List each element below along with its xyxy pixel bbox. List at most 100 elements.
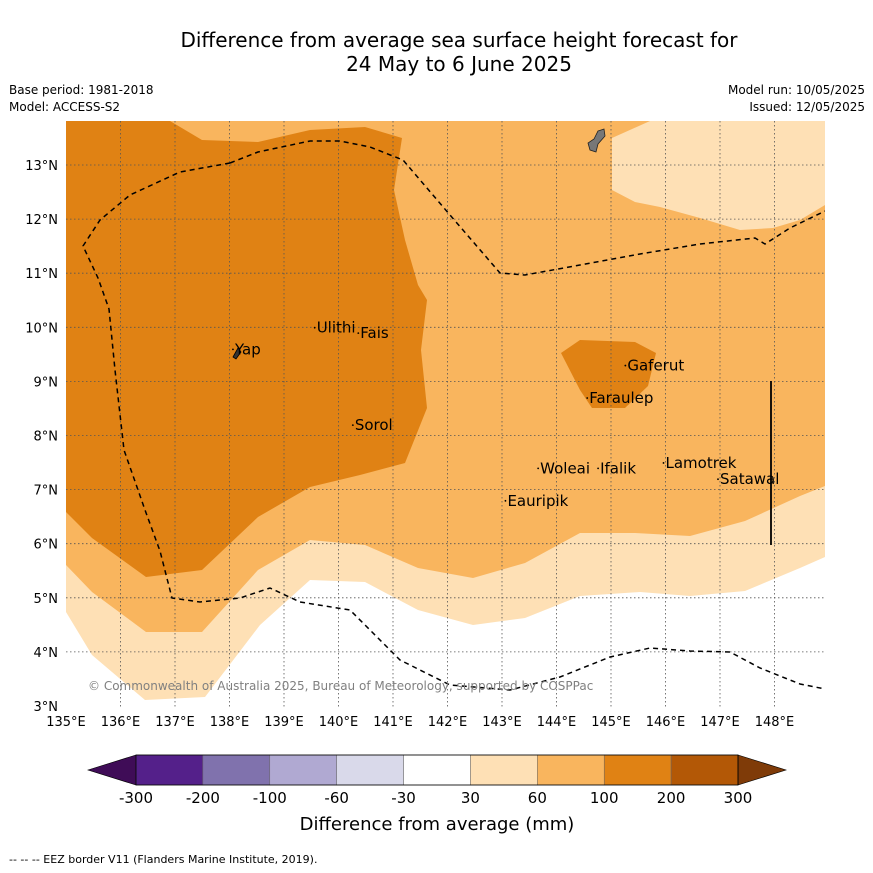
lat-tick-label: 6°N bbox=[34, 538, 59, 553]
colorbar-bin bbox=[670, 754, 739, 786]
place-gaferut: Gaferut bbox=[624, 357, 684, 375]
place-label: Faraulep bbox=[589, 389, 653, 407]
lat-tick-label: 11°N bbox=[25, 267, 58, 282]
atoll-marker bbox=[232, 348, 234, 351]
lon-tick-label: 145°E bbox=[591, 715, 631, 730]
lon-tick-label: 137°E bbox=[155, 715, 195, 730]
atoll-marker bbox=[586, 397, 589, 399]
place-eauripik: Eauripik bbox=[504, 492, 569, 510]
place-label: Fais bbox=[360, 324, 389, 342]
lon-tick-label: 142°E bbox=[428, 715, 468, 730]
atoll-marker bbox=[351, 424, 354, 426]
contour-band-30-60-northeast bbox=[612, 121, 825, 230]
colorbar-under-arrow bbox=[86, 754, 137, 786]
colorbar-tick-label: -30 bbox=[391, 789, 416, 807]
issued-text: Issued: 12/05/2025 bbox=[749, 100, 865, 114]
meta-left: Base period: 1981-2018 Model: ACCESS-S2 bbox=[9, 82, 154, 116]
lon-tick-label: 140°E bbox=[319, 715, 359, 730]
eez-footnote: -- -- -- EEZ border V11 (Flanders Marine… bbox=[9, 853, 318, 866]
lat-tick-label: 8°N bbox=[34, 430, 59, 445]
lat-tick-label: 9°N bbox=[34, 375, 59, 390]
graticule bbox=[66, 121, 825, 707]
lon-tick-label: 146°E bbox=[646, 715, 686, 730]
lat-tick-label: 4°N bbox=[34, 646, 59, 661]
title-line-1: Difference from average sea surface heig… bbox=[180, 28, 738, 52]
contour-band-100-200-west bbox=[66, 121, 427, 577]
place-fais: Fais bbox=[357, 324, 389, 342]
colorbar-bin bbox=[603, 754, 672, 786]
map-area: © Commonwealth of Australia 2025, Bureau… bbox=[66, 121, 825, 707]
place-lamotrek: Lamotrek bbox=[662, 454, 737, 472]
lat-tick-label: 3°N bbox=[34, 700, 59, 715]
base-period-text: Base period: 1981-2018 bbox=[9, 83, 154, 97]
colorbar-bin bbox=[537, 754, 605, 786]
colorbar-tick-label: -200 bbox=[186, 789, 220, 807]
lon-tick-label: 147°E bbox=[700, 715, 740, 730]
lon-tick-label: 139°E bbox=[264, 715, 304, 730]
lon-tick-label: 143°E bbox=[482, 715, 522, 730]
lon-tick-label: 136°E bbox=[101, 715, 141, 730]
lon-tick-label: 148°E bbox=[755, 715, 795, 730]
place-sorol: Sorol bbox=[351, 416, 393, 434]
colorbar-bin bbox=[269, 754, 337, 786]
place-label: Gaferut bbox=[627, 357, 684, 375]
lat-tick-label: 12°N bbox=[25, 213, 58, 228]
colorbar-tick-label: 60 bbox=[528, 789, 547, 807]
place-label: Ulithi bbox=[317, 319, 356, 337]
colorbar-title: Difference from average (mm) bbox=[300, 814, 575, 835]
meta-right: Model run: 10/05/2025 Issued: 12/05/2025 bbox=[728, 82, 865, 116]
model-text: Model: ACCESS-S2 bbox=[9, 100, 121, 114]
colorbar-over-arrow bbox=[737, 754, 788, 786]
colorbar: -300 -200 -100 -60 -30 30 60 100 200 300 bbox=[86, 754, 788, 807]
model-run-text: Model run: 10/05/2025 bbox=[727, 83, 865, 97]
lon-tick-label: 144°E bbox=[537, 715, 577, 730]
lat-tick-label: 5°N bbox=[34, 592, 59, 607]
axis-ticks: 135°E 136°E 137°E 138°E 139°E 140°E 141°E 142°E… bbox=[25, 159, 794, 730]
place-faraulep: Faraulep bbox=[586, 389, 653, 407]
colorbar-bin bbox=[403, 754, 471, 786]
place-label: Lamotrek bbox=[666, 454, 737, 472]
atoll-marker bbox=[597, 467, 599, 470]
colorbar-bin bbox=[336, 754, 404, 786]
atoll-marker bbox=[624, 364, 627, 367]
colorbar-bin bbox=[470, 754, 538, 786]
colorbar-tick-label: -100 bbox=[253, 789, 287, 807]
colorbar-bin bbox=[202, 754, 271, 786]
colorbar-tick-label: 100 bbox=[590, 789, 619, 807]
atoll-marker bbox=[504, 499, 507, 502]
lat-tick-label: 13°N bbox=[25, 159, 58, 174]
place-labels: Yap Ulithi Fais Sorol Gaferut Faraulep Woleai I… bbox=[232, 319, 779, 510]
colorbar-tick-label: 30 bbox=[461, 789, 480, 807]
eez-border-line-west bbox=[82, 162, 825, 691]
lon-tick-label: 141°E bbox=[373, 715, 413, 730]
place-woleai: Woleai bbox=[537, 459, 590, 477]
place-label: Sorol bbox=[355, 416, 393, 434]
place-label: Ifalik bbox=[600, 459, 636, 477]
place-satawal: Satawal bbox=[717, 470, 779, 488]
colorbar-tick-label: -300 bbox=[119, 789, 153, 807]
place-label: Eauripik bbox=[507, 492, 568, 510]
map-title: Difference from average sea surface heig… bbox=[0, 28, 873, 76]
lat-tick-label: 7°N bbox=[34, 484, 59, 499]
title-line-2: 24 May to 6 June 2025 bbox=[346, 52, 572, 76]
place-label: Woleai bbox=[540, 459, 590, 477]
place-ulithi: Ulithi bbox=[313, 319, 356, 337]
place-yap: Yap bbox=[232, 340, 261, 358]
atoll-marker bbox=[537, 467, 540, 470]
place-label: Satawal bbox=[720, 470, 779, 488]
contour-band-100-200-east bbox=[561, 340, 656, 408]
guam-island bbox=[587, 128, 606, 153]
atoll-marker bbox=[357, 332, 360, 335]
colorbar-bin bbox=[135, 754, 204, 786]
copyright-text: © Commonwealth of Australia 2025, Bureau… bbox=[88, 679, 593, 693]
lat-tick-label: 10°N bbox=[25, 321, 58, 336]
place-ifalik: Ifalik bbox=[597, 459, 636, 477]
atoll-marker bbox=[717, 478, 719, 481]
colorbar-tick-label: 200 bbox=[657, 789, 686, 807]
colorbar-frame bbox=[135, 754, 739, 786]
place-label: Yap bbox=[234, 340, 261, 358]
colorbar-tick-label: 300 bbox=[724, 789, 753, 807]
atoll-marker bbox=[662, 462, 665, 464]
yap-island bbox=[232, 347, 242, 360]
